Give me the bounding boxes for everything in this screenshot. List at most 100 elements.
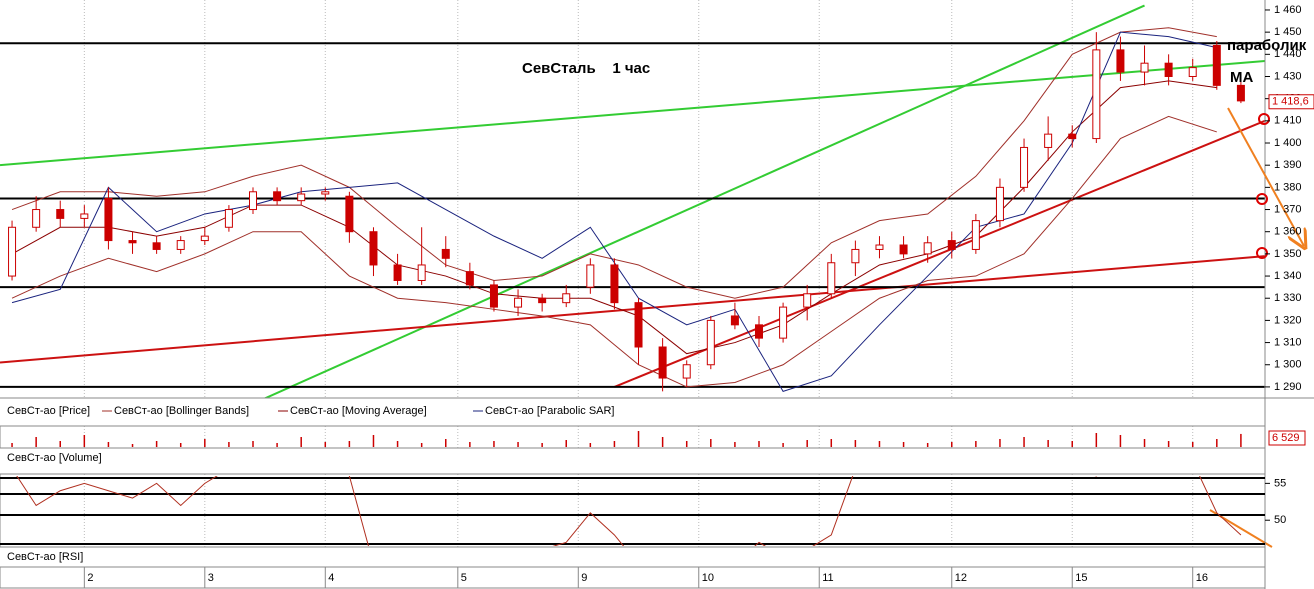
x-tick-label: 4	[328, 572, 334, 584]
x-tick-label: 10	[702, 572, 714, 584]
y-tick-label: 1 350	[1274, 248, 1302, 260]
y-tick-label: 1 460	[1274, 4, 1302, 16]
candle-body	[538, 297, 547, 304]
volume-bar	[469, 442, 471, 447]
annotation: параболик	[1227, 37, 1307, 54]
y-tick-label: 1 300	[1274, 359, 1302, 371]
candle-body	[827, 262, 836, 295]
candle-body	[1020, 146, 1029, 188]
volume-label: 6 529	[1272, 432, 1300, 444]
x-tick-label: 11	[822, 572, 833, 584]
panel-label: СевСт-ао [Volume]	[7, 452, 102, 464]
y-tick-label: 1 430	[1274, 70, 1302, 82]
volume-bar	[565, 440, 567, 447]
price-label: 1 418,6	[1272, 96, 1309, 108]
x-tick-label: 3	[208, 572, 214, 584]
volume-bar	[902, 442, 905, 447]
volume-bar	[1023, 437, 1025, 447]
candle-body	[755, 324, 763, 339]
y-tick-label: 1 390	[1274, 159, 1302, 171]
volume-bar	[661, 437, 664, 447]
candle-body	[1236, 84, 1245, 102]
volume-box	[1268, 430, 1306, 446]
y-tick-label: 1 340	[1274, 270, 1302, 282]
candle-body	[1164, 62, 1173, 77]
annotation: МА	[1230, 69, 1253, 86]
marker-circle	[1256, 193, 1268, 205]
volume-bar	[493, 441, 495, 447]
volume-bar	[155, 441, 158, 447]
volume-bar	[685, 441, 688, 447]
volume-bar	[59, 441, 61, 447]
volume-bar	[11, 443, 13, 447]
candle-body	[682, 364, 691, 379]
y-tick-label: 1 380	[1274, 181, 1302, 193]
candle-body	[1140, 62, 1149, 73]
volume-bar	[734, 442, 736, 447]
candle-body	[128, 240, 137, 244]
legend-label: СевСт-ао [Moving Average]	[290, 405, 427, 417]
candle-body	[297, 193, 306, 202]
volume-bar	[613, 441, 616, 447]
overlay-line	[11, 115, 1217, 388]
legend: СевСт-ао [Price] СевСт-ао [Bollinger Band…	[7, 405, 615, 417]
candle-body	[152, 242, 161, 250]
y-tick-label: 1 440	[1274, 48, 1302, 60]
price-plot	[0, 4, 1265, 398]
y-tick-label: 1 370	[1274, 203, 1302, 215]
volume-bar	[999, 439, 1001, 447]
candle-body	[80, 213, 89, 219]
volume-bar	[1095, 433, 1098, 447]
x-tick-label: 12	[955, 572, 967, 584]
candle-body	[1212, 44, 1221, 86]
candle-body	[393, 264, 402, 281]
volume-bar	[710, 439, 712, 447]
candle-body	[32, 209, 41, 228]
y-tick-label: 1 330	[1274, 292, 1302, 304]
candle-body	[730, 315, 739, 326]
candle-body	[875, 244, 884, 250]
volume-bar	[951, 442, 953, 447]
volume-bar	[300, 437, 302, 447]
marker-circle	[1256, 247, 1268, 259]
candle-body	[971, 220, 980, 250]
y-tick-label: 50	[1274, 514, 1286, 526]
trend-line	[614, 119, 1265, 388]
volume-bar	[131, 444, 134, 447]
volume-bar	[1216, 439, 1218, 447]
price-box	[1268, 94, 1314, 110]
candle-body	[586, 264, 595, 288]
candle-body	[514, 297, 523, 308]
volume-bar	[1047, 440, 1049, 447]
candle-body	[779, 306, 788, 339]
volume-bar	[830, 439, 833, 447]
candle-body	[224, 209, 233, 228]
volume-bar	[758, 441, 760, 447]
volume-bar	[878, 441, 881, 447]
volume-bar	[35, 437, 37, 447]
volume-bar	[589, 443, 592, 447]
candle-body	[947, 240, 956, 250]
candle-body	[56, 209, 65, 219]
volume-bar	[1119, 435, 1122, 447]
candle-body	[658, 346, 667, 379]
candle-body	[104, 197, 113, 242]
candle-body	[465, 271, 474, 286]
trend-line	[263, 4, 1145, 398]
candle-body	[1092, 49, 1101, 140]
candle-body	[706, 319, 715, 366]
candle-body	[634, 302, 643, 348]
volume-bar	[975, 441, 977, 447]
volume-bar	[252, 441, 254, 447]
candle-body	[441, 248, 450, 259]
candle-body	[345, 195, 354, 233]
y-tick-label: 1 400	[1274, 137, 1302, 149]
candle-body	[1044, 133, 1053, 148]
y-tick-label: 1 450	[1274, 26, 1302, 38]
candle-body	[369, 231, 378, 266]
volume-bar	[420, 443, 423, 447]
